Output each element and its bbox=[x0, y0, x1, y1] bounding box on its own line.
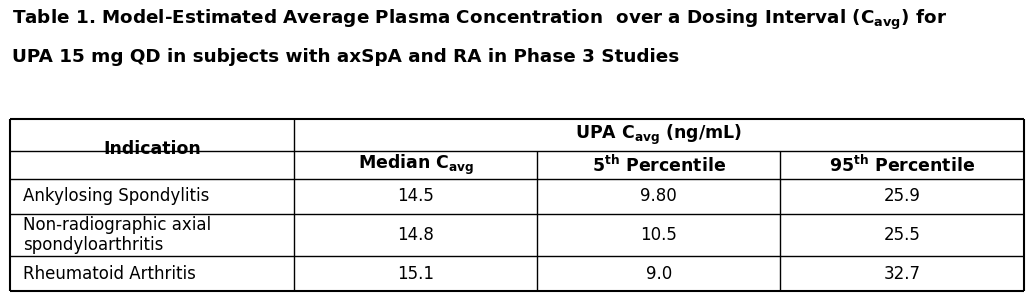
Text: 32.7: 32.7 bbox=[884, 265, 920, 282]
Text: 15.1: 15.1 bbox=[397, 265, 434, 282]
Text: UPA 15 mg QD in subjects with axSpA and RA in Phase 3 Studies: UPA 15 mg QD in subjects with axSpA and … bbox=[12, 48, 679, 66]
Text: 14.8: 14.8 bbox=[397, 226, 434, 244]
Text: UPA C$_{\mathregular{avg}}$ (ng/mL): UPA C$_{\mathregular{avg}}$ (ng/mL) bbox=[575, 123, 742, 147]
Text: 10.5: 10.5 bbox=[640, 226, 677, 244]
Text: Table 1. Model-Estimated Average Plasma Concentration  over a Dosing Interval (C: Table 1. Model-Estimated Average Plasma … bbox=[12, 7, 947, 31]
Text: 25.9: 25.9 bbox=[884, 187, 920, 206]
Text: 95$^{\mathregular{th}}$ Percentile: 95$^{\mathregular{th}}$ Percentile bbox=[829, 154, 975, 176]
Text: Non-radiographic axial
spondyloarthritis: Non-radiographic axial spondyloarthritis bbox=[23, 216, 211, 254]
Text: 25.5: 25.5 bbox=[884, 226, 920, 244]
Text: 9.80: 9.80 bbox=[640, 187, 677, 206]
Text: 5$^{\mathregular{th}}$ Percentile: 5$^{\mathregular{th}}$ Percentile bbox=[591, 154, 726, 176]
Text: Ankylosing Spondylitis: Ankylosing Spondylitis bbox=[23, 187, 209, 206]
Text: Indication: Indication bbox=[103, 140, 201, 158]
Text: Rheumatoid Arthritis: Rheumatoid Arthritis bbox=[23, 265, 195, 282]
Text: Median C$_{\mathregular{avg}}$: Median C$_{\mathregular{avg}}$ bbox=[358, 153, 474, 177]
Text: 14.5: 14.5 bbox=[397, 187, 434, 206]
Text: 9.0: 9.0 bbox=[646, 265, 672, 282]
